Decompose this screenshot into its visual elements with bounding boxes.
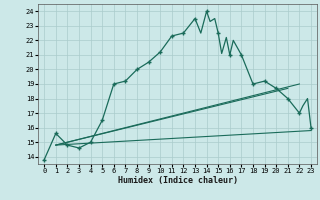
X-axis label: Humidex (Indice chaleur): Humidex (Indice chaleur)	[118, 176, 238, 185]
